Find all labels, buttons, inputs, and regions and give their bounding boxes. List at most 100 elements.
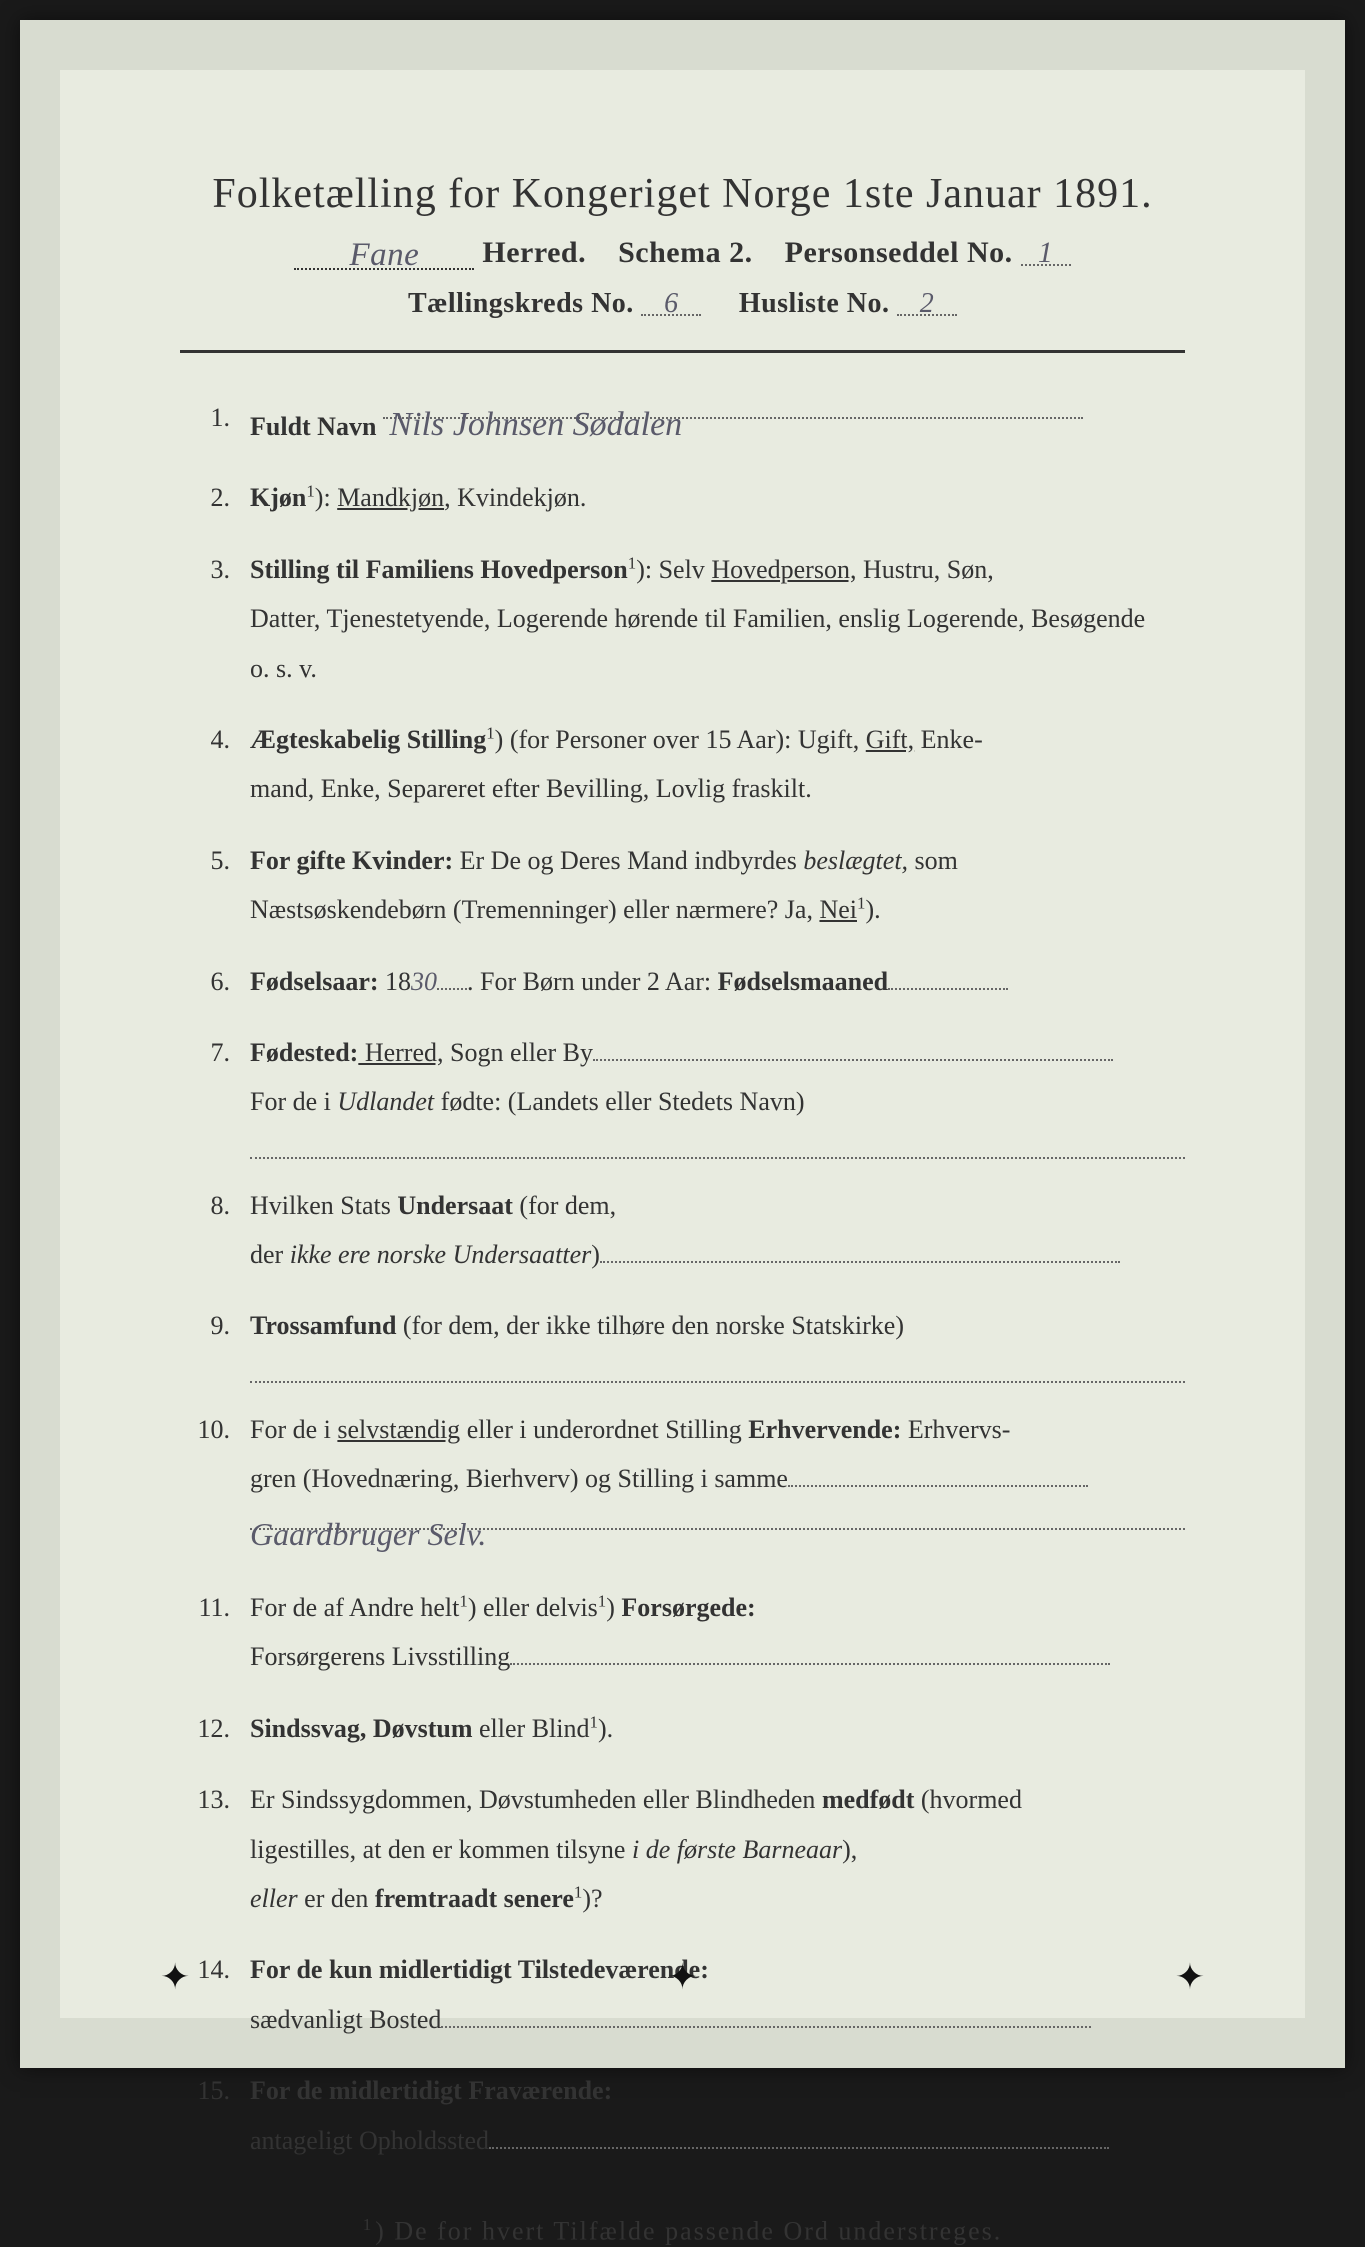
fill bbox=[888, 964, 1008, 990]
fill bbox=[437, 964, 467, 990]
item-5: 5. For gifte Kvinder: Er De og Deres Man… bbox=[180, 836, 1185, 935]
q13-t1: Er Sindssygdommen, Døvstumheden eller Bl… bbox=[250, 1785, 822, 1814]
divider bbox=[180, 350, 1185, 353]
item-content: Hvilken Stats Undersaat (for dem, der ik… bbox=[250, 1181, 1185, 1280]
q6-prefix: 18 bbox=[379, 967, 412, 996]
item-content: For de kun midlertidigt Tilstedeværende:… bbox=[250, 1945, 1185, 2044]
q14-l2: sædvanligt Bosted bbox=[250, 2005, 441, 2034]
item-content: Kjøn1): Mandkjøn, Kvindekjøn. bbox=[250, 473, 1185, 522]
kreds-field: 6 bbox=[641, 288, 701, 316]
form-items: 1. Fuldt Navn Nils Johnsen Sødalen 2. Kj… bbox=[180, 393, 1185, 2165]
footnote: 1) De for hvert Tilfælde passende Ord un… bbox=[180, 2215, 1185, 2247]
q7-em: Udlandet bbox=[337, 1087, 434, 1116]
item-content: For gifte Kvinder: Er De og Deres Mand i… bbox=[250, 836, 1185, 935]
q10-value: Gaardbruger Selv. bbox=[250, 1516, 486, 1552]
item-content: For de af Andre helt1) eller delvis1) Fo… bbox=[250, 1583, 1185, 1682]
item-content: Trossamfund (for dem, der ikke tilhøre d… bbox=[250, 1301, 1185, 1382]
q13-em: i de første Barneaar bbox=[632, 1835, 842, 1864]
q5-label: For gifte Kvinder: bbox=[250, 846, 453, 875]
item-1: 1. Fuldt Navn Nils Johnsen Sødalen bbox=[180, 393, 1185, 451]
fill bbox=[600, 1237, 1120, 1263]
item-content: Er Sindssygdommen, Døvstumheden eller Bl… bbox=[250, 1775, 1185, 1923]
fill-line bbox=[250, 1133, 1185, 1159]
q1-label: Fuldt Navn bbox=[250, 412, 376, 441]
q8-t2: (for dem, bbox=[513, 1191, 616, 1220]
sup: 1 bbox=[306, 482, 314, 501]
item-content: Fødested: Herred, Sogn eller By For de i… bbox=[250, 1028, 1185, 1159]
item-content: Fødselsaar: 1830. For Børn under 2 Aar: … bbox=[250, 957, 1185, 1006]
footnote-text: ) De for hvert Tilfælde passende Ord und… bbox=[375, 2217, 1002, 2246]
item-8: 8. Hvilken Stats Undersaat (for dem, der… bbox=[180, 1181, 1185, 1280]
fill-line bbox=[250, 1357, 1185, 1383]
q4-tail: Enke- bbox=[914, 725, 983, 754]
item-num: 7. bbox=[180, 1028, 250, 1159]
q8-em: ikke ere norske Undersaatter bbox=[290, 1240, 592, 1269]
herred-field: Fane bbox=[294, 237, 474, 270]
sup: 1 bbox=[459, 1591, 467, 1610]
q13-tail: )? bbox=[582, 1884, 602, 1913]
q11-t2: ) eller delvis bbox=[468, 1593, 598, 1622]
q11-l2: Forsørgerens Livsstilling bbox=[250, 1642, 510, 1671]
husliste-label: Husliste No. bbox=[739, 288, 890, 319]
item-9: 9. Trossamfund (for dem, der ikke tilhør… bbox=[180, 1301, 1185, 1382]
binding-hole-icon: ✦ bbox=[1175, 1956, 1205, 1998]
q1-field: Nils Johnsen Sødalen bbox=[383, 393, 1083, 419]
q11-label: Forsørgede: bbox=[621, 1593, 755, 1622]
fill bbox=[593, 1035, 1113, 1061]
sup: 1 bbox=[598, 1591, 606, 1610]
q13-t2: (hvormed bbox=[914, 1785, 1022, 1814]
q3-opt: Hovedperson, bbox=[711, 555, 856, 584]
item-content: Stilling til Familiens Hovedperson1): Se… bbox=[250, 545, 1185, 693]
q15-label: For de midlertidigt Fraværende: bbox=[250, 2076, 612, 2105]
q10-field: Gaardbruger Selv. bbox=[250, 1504, 1185, 1530]
item-num: 5. bbox=[180, 836, 250, 935]
q4-line2: mand, Enke, Separeret efter Bevilling, L… bbox=[250, 774, 812, 803]
item-15: 15. For de midlertidigt Fraværende: anta… bbox=[180, 2066, 1185, 2165]
item-7: 7. Fødested: Herred, Sogn eller By For d… bbox=[180, 1028, 1185, 1159]
q5-nei: Nei bbox=[819, 895, 857, 924]
item-content: Ægteskabelig Stilling1) (for Personer ov… bbox=[250, 715, 1185, 814]
herred-value: Fane bbox=[349, 237, 419, 273]
item-num: 10. bbox=[180, 1405, 250, 1561]
item-num: 6. bbox=[180, 957, 250, 1006]
sep: , bbox=[444, 483, 457, 512]
item-num: 8. bbox=[180, 1181, 250, 1280]
q5-t1: Er De og Deres Mand indbyrdes bbox=[453, 846, 803, 875]
q4-lead: ) (for Personer over 15 Aar): Ugift, bbox=[495, 725, 866, 754]
item-10: 10. For de i selvstændig eller i underor… bbox=[180, 1405, 1185, 1561]
sup: 1 bbox=[590, 1712, 598, 1731]
q6-label: Fødselsaar: bbox=[250, 967, 379, 996]
header-line-3: Tællingskreds No. 6 Husliste No. 2 bbox=[180, 288, 1185, 320]
item-12: 12. Sindssvag, Døvstum eller Blind1). bbox=[180, 1704, 1185, 1753]
fill bbox=[489, 2123, 1109, 2149]
q5-t2: som bbox=[908, 846, 958, 875]
header-line-2: Fane Herred. Schema 2. Personseddel No. … bbox=[180, 236, 1185, 270]
item-content: Sindssvag, Døvstum eller Blind1). bbox=[250, 1704, 1185, 1753]
q13-b1: medfødt bbox=[822, 1785, 914, 1814]
q10-t2: eller i underordnet Stilling bbox=[460, 1415, 748, 1444]
q10-label: Erhvervende: bbox=[748, 1415, 901, 1444]
q3-label: Stilling til Familiens Hovedperson bbox=[250, 555, 628, 584]
q8-t1: Hvilken Stats bbox=[250, 1191, 397, 1220]
item-num: 1. bbox=[180, 393, 250, 451]
header: Folketælling for Kongeriget Norge 1ste J… bbox=[180, 170, 1185, 320]
q13-l3a: eller bbox=[250, 1884, 298, 1913]
q7-l2b: fødte: (Landets eller Stedets Navn) bbox=[434, 1087, 804, 1116]
item-content: For de midlertidigt Fraværende: antageli… bbox=[250, 2066, 1185, 2165]
q4-opt: Gift, bbox=[866, 725, 914, 754]
footnote-sup: 1 bbox=[363, 2215, 375, 2234]
q6-label2: Fødselsmaaned bbox=[718, 967, 888, 996]
sup: 1 bbox=[486, 723, 494, 742]
q4-label: Ægteskabelig Stilling bbox=[250, 725, 486, 754]
q8-label: Undersaat bbox=[397, 1191, 513, 1220]
q3-line3: o. s. v. bbox=[250, 654, 317, 683]
person-label: Personseddel No. bbox=[785, 236, 1013, 269]
q13-b2: fremtraadt senere bbox=[375, 1884, 574, 1913]
main-title: Folketælling for Kongeriget Norge 1ste J… bbox=[180, 170, 1185, 218]
item-num: 11. bbox=[180, 1583, 250, 1682]
item-num: 15. bbox=[180, 2066, 250, 2165]
item-6: 6. Fødselsaar: 1830. For Børn under 2 Aa… bbox=[180, 957, 1185, 1006]
q7-label: Fødested: bbox=[250, 1038, 358, 1067]
q3-lead: ): Selv bbox=[636, 555, 711, 584]
q13-l2b: ), bbox=[842, 1835, 857, 1864]
